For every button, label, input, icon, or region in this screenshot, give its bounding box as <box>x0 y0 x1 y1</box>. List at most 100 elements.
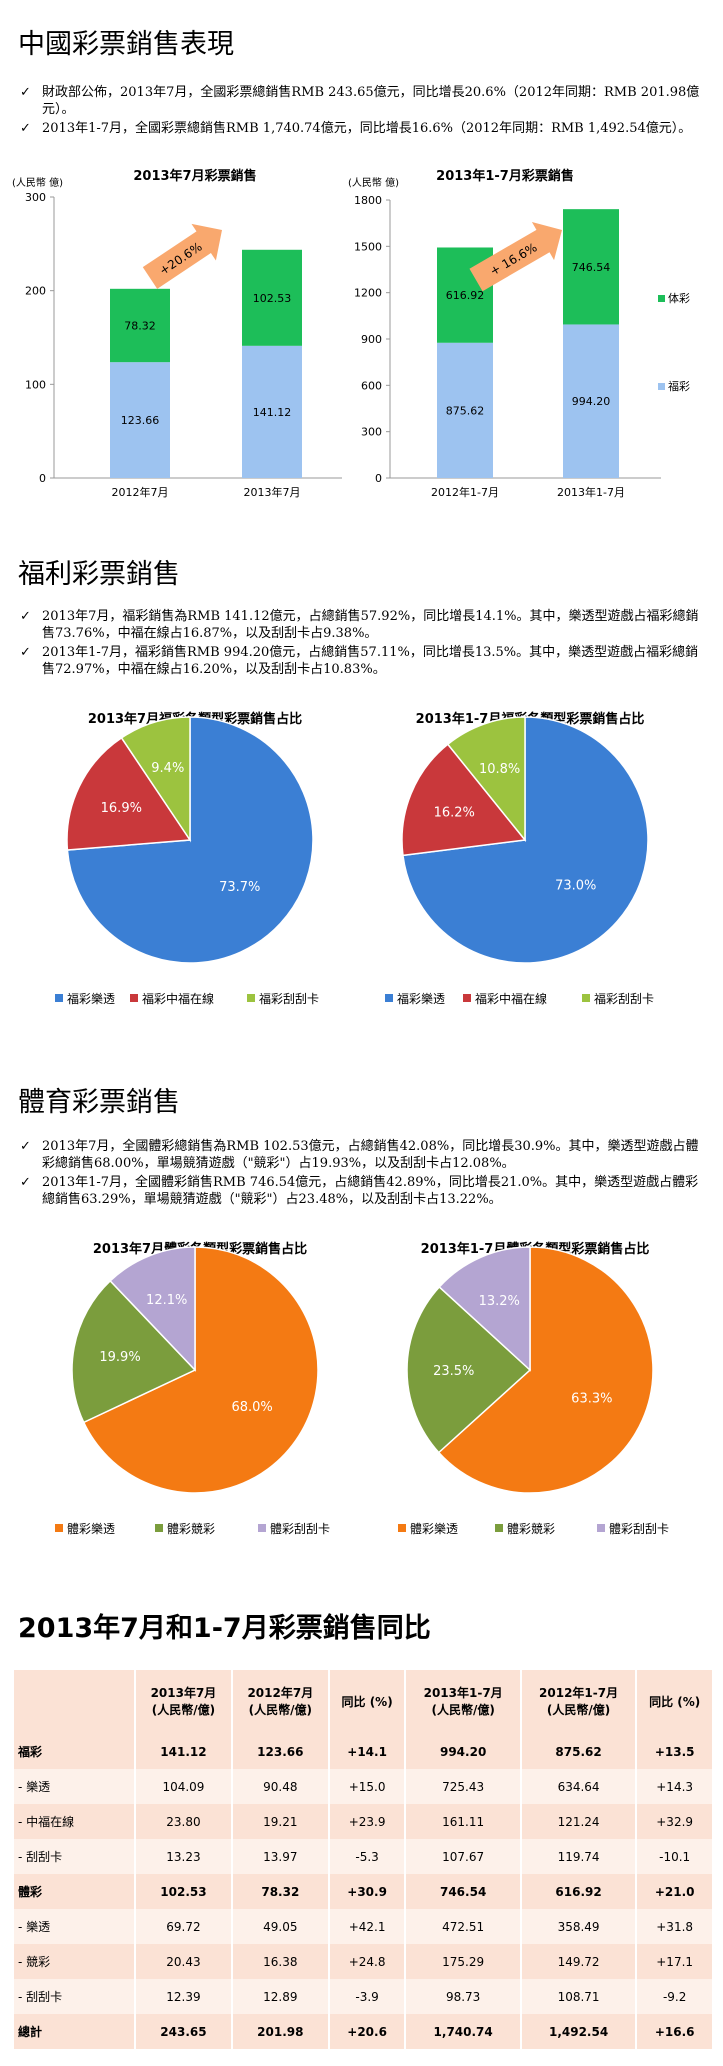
pie-slice <box>406 1285 532 1454</box>
table-cell: 1,740.74 <box>405 2014 522 2049</box>
y-tick-label: 300 <box>25 191 46 204</box>
legend-swatch <box>495 1524 503 1532</box>
table-cell: 634.64 <box>520 1769 638 1804</box>
data-label: 875.62 <box>446 404 485 417</box>
table-cell: 90.48 <box>231 1769 330 1804</box>
slice-label: 73.0% <box>555 879 596 894</box>
legend-label: 体彩 <box>668 291 690 305</box>
pie-slice <box>437 1246 654 1494</box>
table-header-cell <box>14 1670 136 1734</box>
data-label: 994.20 <box>572 395 611 408</box>
table-row: 體彩 102.53 78.32 +30.9 746.54 616.92 +21.0 <box>14 1874 714 1909</box>
slice-label: 23.5% <box>433 1364 474 1379</box>
pie-legend: 體彩樂透 體彩競彩 體彩刮刮卡 <box>398 1521 669 1536</box>
table-cell: +21.0 <box>636 1874 714 1909</box>
y-tick-label: 1200 <box>354 287 382 300</box>
table-cell: 69.72 <box>135 1909 233 1944</box>
table-cell: +14.1 <box>328 1734 407 1769</box>
section-title-sports: 體育彩票銷售 <box>18 1087 180 1118</box>
table-cell: +20.6 <box>328 2014 407 2049</box>
pie-chart-4: 2013年7月體彩各類型彩票銷售占比68.0%19.9%12.1%體彩樂透體彩競… <box>55 1241 330 1536</box>
table-cell: 149.72 <box>520 1944 638 1979</box>
table-row: - 刮刮卡 12.39 12.89 -3.9 98.73 108.71 -9.2 <box>14 1979 714 2014</box>
growth-arrow: +20.6% <box>142 223 222 289</box>
legend-swatch <box>155 1524 163 1532</box>
table-cell: -9.2 <box>636 1979 714 2014</box>
row-label: 體彩 <box>14 1874 136 1909</box>
y-tick-label: 200 <box>25 285 46 298</box>
bar-segment <box>563 209 619 325</box>
data-label: 102.53 <box>253 292 292 305</box>
pie-slice <box>446 716 526 843</box>
slice-label: 12.1% <box>146 1293 187 1308</box>
table-cell: 19.21 <box>231 1804 330 1839</box>
legend-label: 體彩競彩 <box>507 1521 555 1536</box>
table-header-cell: 2012年1-7月 (人民幣/億) <box>520 1670 638 1734</box>
bullet: 2013年1-7月，全國體彩銷售RMB 746.54億元，占總銷售42.89%，… <box>20 1174 707 1208</box>
legend-swatch <box>463 994 471 1002</box>
table-header-cell: 2013年7月 (人民幣/億) <box>135 1670 233 1734</box>
y-axis-label: (人民幣 億) <box>12 176 63 189</box>
table-cell: 746.54 <box>405 1874 522 1909</box>
table-cell: +42.1 <box>328 1909 407 1944</box>
header-line: 同比 (%) <box>649 1694 701 1709</box>
table-cell: 616.92 <box>520 1874 638 1909</box>
table-cell: 994.20 <box>405 1734 522 1769</box>
legend-label: 體彩刮刮卡 <box>609 1522 669 1536</box>
bar-segment <box>437 342 493 478</box>
header-line: (人民幣/億) <box>546 1703 611 1717</box>
bar-segment <box>242 345 302 478</box>
data-label: 78.32 <box>124 319 156 332</box>
table-row: - 樂透 69.72 49.05 +42.1 472.51 358.49 +31.8 <box>14 1909 714 1944</box>
slice-label: 9.4% <box>151 761 184 776</box>
table-cell: 121.24 <box>520 1804 638 1839</box>
section-title-welfare: 福利彩票銷售 <box>18 559 180 590</box>
table-cell: 23.80 <box>135 1804 233 1839</box>
table-cell: -3.9 <box>328 1979 407 2014</box>
x-tick-label: 2013年1-7月 <box>557 485 625 499</box>
welfare-pie-charts: 2013年7月福彩各類型彩票銷售占比73.7%16.9%9.4%福彩樂透福彩中福… <box>55 711 654 1006</box>
slice-label: 16.2% <box>434 805 475 820</box>
slice-label: 63.3% <box>571 1391 612 1406</box>
section-title-comparison: 2013年7月和1-7月彩票銷售同比 <box>18 1613 431 1644</box>
table-cell: +15.0 <box>328 1769 407 1804</box>
header-line: 2012年1-7月 <box>539 1686 619 1700</box>
bar-chart-1: 2013年1-7月彩票銷售 (人民幣 億) 0 300 600 900 1200 1500 18… <box>348 168 690 499</box>
section-title-lottery: 中國彩票銷售表現 <box>18 29 234 60</box>
table-cell: 78.32 <box>231 1874 330 1909</box>
pie-slice <box>82 1246 319 1494</box>
bar-chart-0: 2013年7月彩票銷售 (人民幣 億) 0 100 200 300 123.66 78.32 2… <box>12 168 342 499</box>
legend-swatch <box>658 383 665 390</box>
pie-legend: 體彩樂透 體彩競彩 體彩刮刮卡 <box>55 1521 330 1536</box>
row-label: 福彩 <box>14 1734 136 1769</box>
table-cell: 123.66 <box>231 1734 330 1769</box>
header-line: 同比 (%) <box>341 1694 393 1709</box>
x-tick-label: 2012年7月 <box>112 485 169 499</box>
row-label: - 樂透 <box>14 1909 136 1944</box>
legend-swatch <box>130 994 138 1002</box>
row-label: 總計 <box>14 2014 136 2049</box>
y-tick-label: 100 <box>25 378 46 391</box>
table-header-cell: 2013年1-7月 (人民幣/億) <box>405 1670 522 1734</box>
y-tick-label: 900 <box>361 333 382 346</box>
table-cell: 107.67 <box>405 1839 522 1874</box>
legend-label: 福彩刮刮卡 <box>594 991 654 1006</box>
header-line: 2013年1-7月 <box>423 1686 503 1700</box>
table-cell: 98.73 <box>405 1979 522 2014</box>
table-row: - 刮刮卡 13.23 13.97 -5.3 107.67 119.74 -10.1 <box>14 1839 714 1874</box>
table-header-cell: 同比 (%) <box>328 1670 407 1734</box>
table-cell: 725.43 <box>405 1769 522 1804</box>
pie-slice <box>401 743 527 857</box>
bar-segment <box>110 362 170 478</box>
table-cell: 875.62 <box>520 1734 638 1769</box>
table-cell: 1,492.54 <box>520 2014 638 2049</box>
header-line: 2013年7月 <box>150 1686 217 1700</box>
pie-slice <box>120 716 191 843</box>
table-row: 福彩 141.12 123.66 +14.1 994.20 875.62 +13.5 <box>14 1734 714 1769</box>
legend-label: 體彩競彩 <box>167 1521 215 1536</box>
pie-chart-3: 2013年1-7月福彩各類型彩票銷售占比73.0%16.2%10.8%福彩樂透福… <box>385 711 654 1006</box>
x-tick-label: 2012年1-7月 <box>431 485 499 499</box>
row-label: - 刮刮卡 <box>14 1839 136 1874</box>
sports-bullets: 2013年7月，全國體彩總銷售為RMB 102.53億元，占總銷售42.08%，… <box>20 1138 707 1210</box>
